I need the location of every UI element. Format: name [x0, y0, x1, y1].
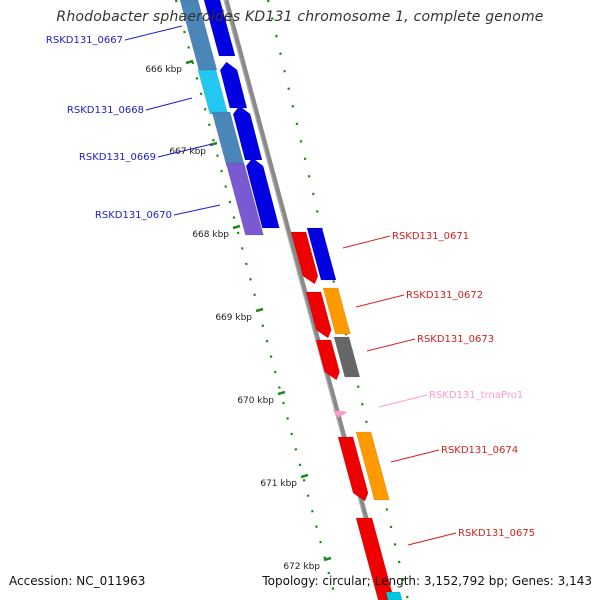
gc-dot — [319, 540, 322, 544]
gc-dot — [273, 370, 277, 374]
gc-dot — [315, 525, 318, 529]
gc-dot — [310, 509, 314, 513]
gc-dot — [331, 587, 335, 590]
gene-label-rskd131_0672[interactable]: RSKD131_0672 — [406, 290, 483, 301]
gene-features — [179, 0, 403, 600]
leader-line — [145, 97, 193, 111]
scale-ticks: 666 kbp 667 kbp 668 kbp 669 kbp 670 kbp 671 k… — [145, 59, 332, 572]
chromosome-backbone — [223, 0, 391, 600]
gc-dot — [212, 138, 215, 142]
gc-dot — [269, 355, 273, 358]
gc-dot — [282, 401, 285, 405]
gene-label-rskd131_0674[interactable]: RSKD131_0674 — [441, 445, 518, 456]
gc-dot — [232, 216, 236, 219]
gene-block-blue[interactable] — [306, 227, 337, 281]
gene-block-cyan[interactable] — [385, 591, 403, 600]
gene-trna[interactable] — [332, 409, 348, 419]
scale-tick-label: 671 kbp — [260, 479, 297, 489]
gc-dot — [199, 92, 203, 96]
gene-label-rskd131_0673[interactable]: RSKD131_0673 — [417, 334, 494, 345]
leader-line — [355, 294, 405, 308]
gc-dot — [286, 417, 289, 420]
gene-arrow-red[interactable] — [305, 291, 332, 339]
gc-dot — [220, 169, 223, 173]
leader-line — [378, 394, 428, 408]
gene-label-rskd131_trnapro1[interactable]: RSKD131_trnaPro1 — [429, 390, 523, 401]
gc-dot — [174, 0, 178, 3]
gene-arrow-blue[interactable] — [203, 0, 236, 57]
gene-block-cog[interactable] — [179, 0, 218, 71]
scale-tick-label: 668 kbp — [192, 230, 229, 240]
leader-line — [390, 449, 440, 463]
scale-tick-mark — [300, 473, 309, 479]
gc-dot — [323, 556, 327, 559]
scale-tick-label: 672 kbp — [283, 562, 320, 572]
gc-dot — [207, 123, 211, 127]
gc-dot — [265, 339, 269, 343]
gene-block-gray[interactable] — [333, 336, 361, 378]
genome-summary-text: Topology: circular; Length: 3,152,792 bp… — [262, 574, 592, 588]
leader-line — [342, 235, 391, 249]
leader-line — [157, 143, 213, 158]
scale-tick-label: 670 kbp — [237, 396, 274, 406]
gene-arrow-red[interactable] — [337, 436, 369, 502]
gene-arrow-red[interactable] — [355, 517, 395, 600]
gc-dot — [302, 478, 306, 482]
gene-label-rskd131_0675[interactable]: RSKD131_0675 — [458, 528, 535, 539]
leader-line — [173, 204, 221, 216]
gc-dot — [236, 231, 240, 235]
gc-dot — [294, 448, 298, 451]
accession-text: Accession: NC_011963 — [9, 574, 146, 588]
gc-dot — [327, 571, 331, 575]
gene-block-orange[interactable] — [322, 287, 351, 335]
scale-tick-mark — [232, 224, 241, 230]
gc-dot — [228, 200, 232, 204]
gene-label-rskd131_0668[interactable]: RSKD131_0668 — [67, 105, 144, 116]
gc-dot — [261, 324, 265, 328]
scale-tick-mark — [277, 390, 286, 396]
scale-tick-label: 669 kbp — [215, 313, 252, 323]
gc-dot — [245, 262, 248, 266]
gc-dot — [240, 247, 244, 250]
gene-block-cog[interactable] — [225, 162, 264, 236]
gene-labels: RSKD131_0667 RSKD131_0668 RSKD131_0669 RSKD… — [46, 35, 535, 539]
gene-arrow-red[interactable] — [315, 339, 340, 381]
gc-dot — [253, 293, 256, 297]
gc-dot — [187, 46, 190, 49]
gc-dot — [224, 185, 228, 188]
gc-dot — [306, 494, 310, 498]
gc-dot — [298, 463, 302, 467]
gene-label-rskd131_0669[interactable]: RSKD131_0669 — [79, 152, 156, 163]
gc-dot — [183, 30, 186, 34]
gc-dot — [203, 107, 207, 111]
gene-block-orange[interactable] — [355, 431, 390, 501]
map-title: Rhodobacter sphaeroides KD131 chromosome… — [56, 9, 544, 25]
gene-label-rskd131_0667[interactable]: RSKD131_0667 — [46, 35, 123, 46]
gene-arrow-red[interactable] — [290, 231, 319, 285]
chromosome-backbone-shadow — [223, 0, 387, 600]
scale-tick-label: 666 kbp — [145, 65, 182, 75]
leader-line — [407, 532, 457, 546]
gene-label-rskd131_0670[interactable]: RSKD131_0670 — [95, 210, 172, 221]
gene-label-rskd131_0671[interactable]: RSKD131_0671 — [392, 231, 469, 242]
gc-dot — [278, 386, 281, 389]
label-leader-lines — [124, 25, 457, 546]
gc-dot — [249, 277, 252, 281]
gc-dot — [179, 15, 182, 18]
scale-tick-mark — [185, 59, 194, 65]
leader-line — [124, 25, 183, 41]
gc-dot — [216, 154, 219, 158]
scale-tick-mark — [323, 556, 332, 562]
gene-arrow-blue[interactable] — [245, 157, 280, 229]
scale-tick-label: 667 kbp — [169, 147, 206, 157]
gc-dot — [290, 432, 294, 436]
leader-line — [366, 338, 416, 352]
scale-tick-mark — [255, 307, 264, 313]
gc-dot — [195, 77, 199, 80]
